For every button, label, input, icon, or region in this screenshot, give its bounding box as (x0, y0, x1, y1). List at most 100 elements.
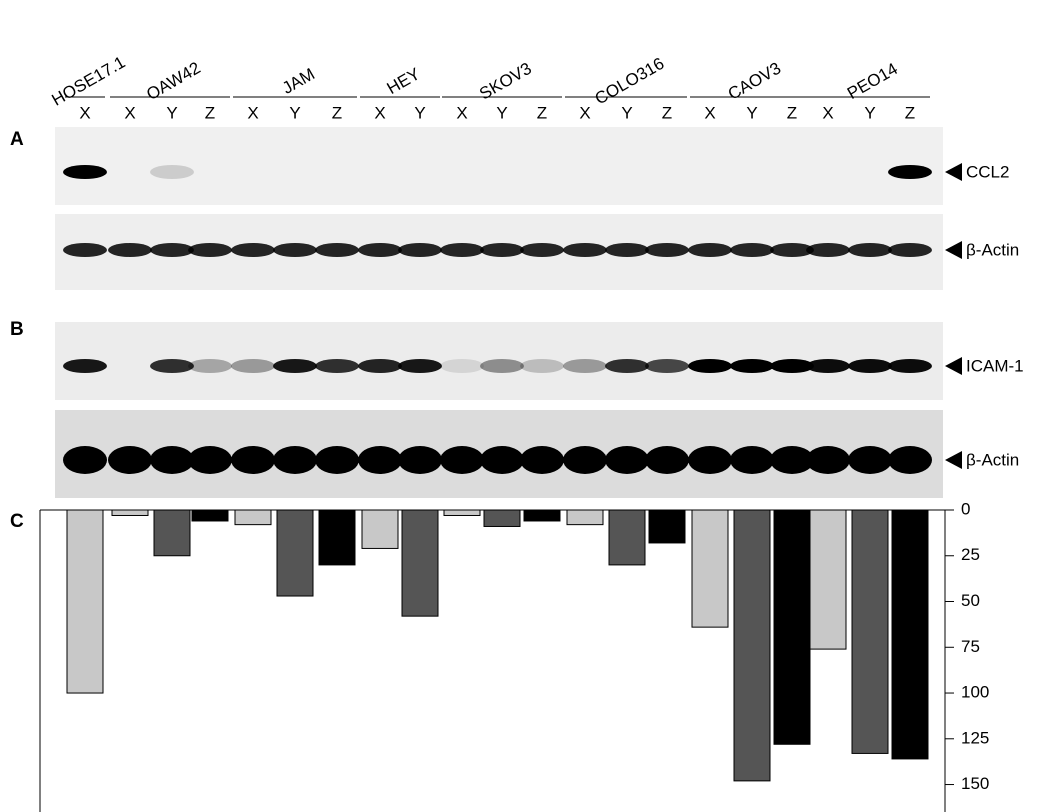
cell-line-label: COLO316 (592, 54, 668, 109)
bar (111, 509, 149, 516)
band-label: β-Actin (966, 240, 1019, 259)
band (848, 243, 892, 257)
lane-label: Y (414, 103, 425, 122)
band (63, 165, 107, 179)
lane-label: X (704, 103, 715, 122)
band (440, 359, 484, 373)
band (273, 446, 317, 474)
arrowhead (945, 451, 962, 469)
band (315, 446, 359, 474)
lane-label: Y (621, 103, 632, 122)
bar (523, 509, 561, 522)
lane-label: Z (787, 103, 797, 122)
bar (891, 509, 929, 760)
lane-label: Z (205, 103, 215, 122)
band (440, 243, 484, 257)
band (108, 243, 152, 257)
band (63, 243, 107, 257)
y-tick-label: 50 (961, 591, 980, 610)
bar (483, 509, 521, 527)
bar (191, 509, 229, 522)
bar (691, 509, 729, 628)
cell-line-label: HEY (384, 64, 424, 98)
bar (276, 509, 314, 597)
bar (361, 509, 399, 549)
lane-label: X (822, 103, 833, 122)
band (188, 446, 232, 474)
lane-label: Y (289, 103, 300, 122)
cell-line-label: HOSE17.1 (49, 53, 129, 110)
band (480, 243, 524, 257)
band (770, 446, 814, 474)
cell-line-label: PEO14 (844, 59, 901, 103)
lane-label: Z (537, 103, 547, 122)
band (645, 243, 689, 257)
lane-label: Y (746, 103, 757, 122)
lane-label: Z (332, 103, 342, 122)
lane-label: Z (662, 103, 672, 122)
lane-label: X (579, 103, 590, 122)
bar (443, 509, 481, 516)
band (315, 243, 359, 257)
panel-letter: A (10, 129, 24, 150)
band (231, 359, 275, 373)
band (888, 165, 932, 179)
band (188, 359, 232, 373)
band (730, 446, 774, 474)
bar (401, 509, 439, 617)
band (231, 446, 275, 474)
band (520, 446, 564, 474)
band (520, 243, 564, 257)
y-tick-label: 75 (961, 637, 980, 656)
band (398, 243, 442, 257)
blot (55, 127, 943, 205)
band (273, 359, 317, 373)
bar (566, 509, 604, 526)
band-label: CCL2 (966, 162, 1009, 181)
band (563, 359, 607, 373)
panel-letter: B (10, 319, 24, 340)
band (63, 359, 107, 373)
arrowhead (945, 163, 962, 181)
bar (318, 509, 356, 566)
band-label: ICAM-1 (966, 356, 1024, 375)
band (150, 359, 194, 373)
band (358, 243, 402, 257)
bar (153, 509, 191, 557)
y-tick-label: 0 (961, 499, 970, 518)
lane-label: Y (166, 103, 177, 122)
bar (733, 509, 771, 782)
bar (234, 509, 272, 526)
band (688, 359, 732, 373)
y-tick-label: 100 (961, 683, 989, 702)
arrowhead (945, 357, 962, 375)
band (730, 243, 774, 257)
band (645, 359, 689, 373)
lane-label: X (456, 103, 467, 122)
band (848, 446, 892, 474)
band (150, 243, 194, 257)
band (688, 243, 732, 257)
lane-label: Z (905, 103, 915, 122)
band (806, 359, 850, 373)
band (150, 446, 194, 474)
band (888, 243, 932, 257)
band (645, 446, 689, 474)
band (440, 446, 484, 474)
lane-label: X (374, 103, 385, 122)
band (108, 446, 152, 474)
band (605, 446, 649, 474)
lane-label: X (79, 103, 90, 122)
band (605, 359, 649, 373)
lane-label: Y (864, 103, 875, 122)
band (358, 359, 402, 373)
cell-line-label: JAM (279, 64, 318, 97)
lane-label: Y (496, 103, 507, 122)
band (888, 446, 932, 474)
y-tick-label: 150 (961, 774, 989, 793)
bar (608, 509, 646, 566)
y-tick-label: 125 (961, 728, 989, 747)
band (520, 359, 564, 373)
band (231, 243, 275, 257)
